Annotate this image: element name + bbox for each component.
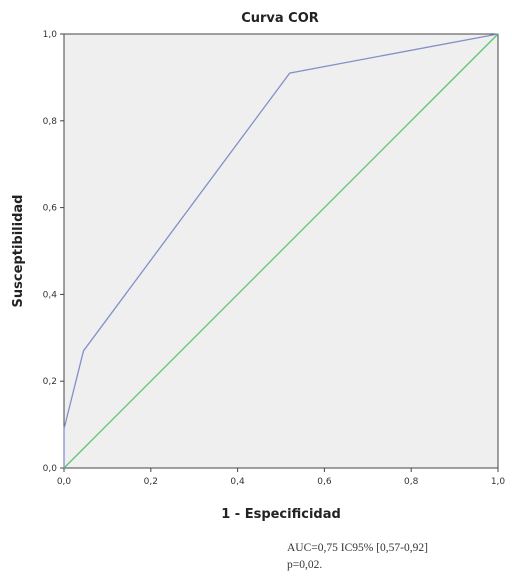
x-axis-ticks: 0,0 0,2 0,4 0,6 0,8 1,0 — [57, 468, 506, 487]
p-value-annotation: p=0,02. — [287, 559, 323, 571]
y-axis-label: Susceptibilidad — [11, 195, 26, 308]
y-tick-label: 1,0 — [43, 30, 58, 40]
auc-annotation: AUC=0,75 IC95% [0,57-0,92] — [287, 542, 428, 554]
y-tick-label: 0,8 — [43, 117, 58, 127]
chart-title: Curva COR — [241, 11, 319, 26]
y-tick-label: 0,4 — [43, 290, 58, 300]
y-tick-label: 0,6 — [43, 204, 58, 214]
x-tick-label: 0,8 — [404, 477, 419, 487]
roc-curve-line — [63, 33, 499, 468]
roc-chart: Curva COR 0,00,20,40,60,81,0 0,0 0,2 0,4 0,… — [11, 11, 506, 522]
x-tick-label: 0,4 — [230, 477, 245, 487]
x-tick-label: 0,6 — [317, 477, 332, 487]
y-axis-ticks: 0,0 0,2 0,4 0,6 0,8 1,0 — [43, 30, 64, 474]
x-tick-label: 1,0 — [491, 477, 506, 487]
y-tick-label: 0,0 — [43, 464, 58, 474]
y-tick-label: 0,2 — [43, 377, 57, 387]
x-axis-label: 1 - Especificidad — [221, 507, 341, 522]
series-layer — [63, 33, 499, 469]
reference-diagonal-line — [63, 33, 499, 469]
x-tick-label: 0,2 — [144, 477, 158, 487]
x-tick-label: 0,0 — [57, 477, 72, 487]
